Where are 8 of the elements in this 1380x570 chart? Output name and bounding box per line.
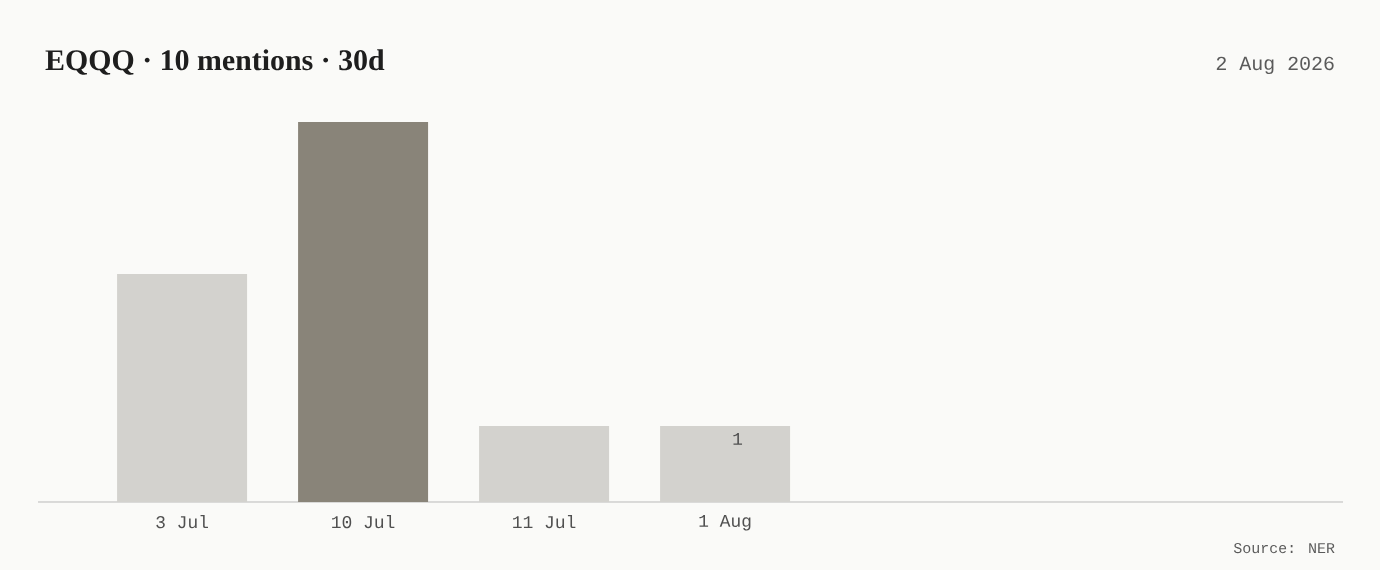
chart-title: EQQQ · 10 mentions · 30d <box>45 49 385 75</box>
source-note: Source: NER <box>1233 543 1335 554</box>
x-tick-label: 10 Jul <box>332 515 395 529</box>
x-tick-label: 1 Aug <box>699 515 751 531</box>
text: 2 Aug 2026 <box>1216 56 1334 75</box>
x-tick-label: 3 Jul <box>156 515 208 529</box>
data-label: 1 <box>733 433 743 445</box>
x-tick-label: 11 Jul <box>513 515 576 529</box>
